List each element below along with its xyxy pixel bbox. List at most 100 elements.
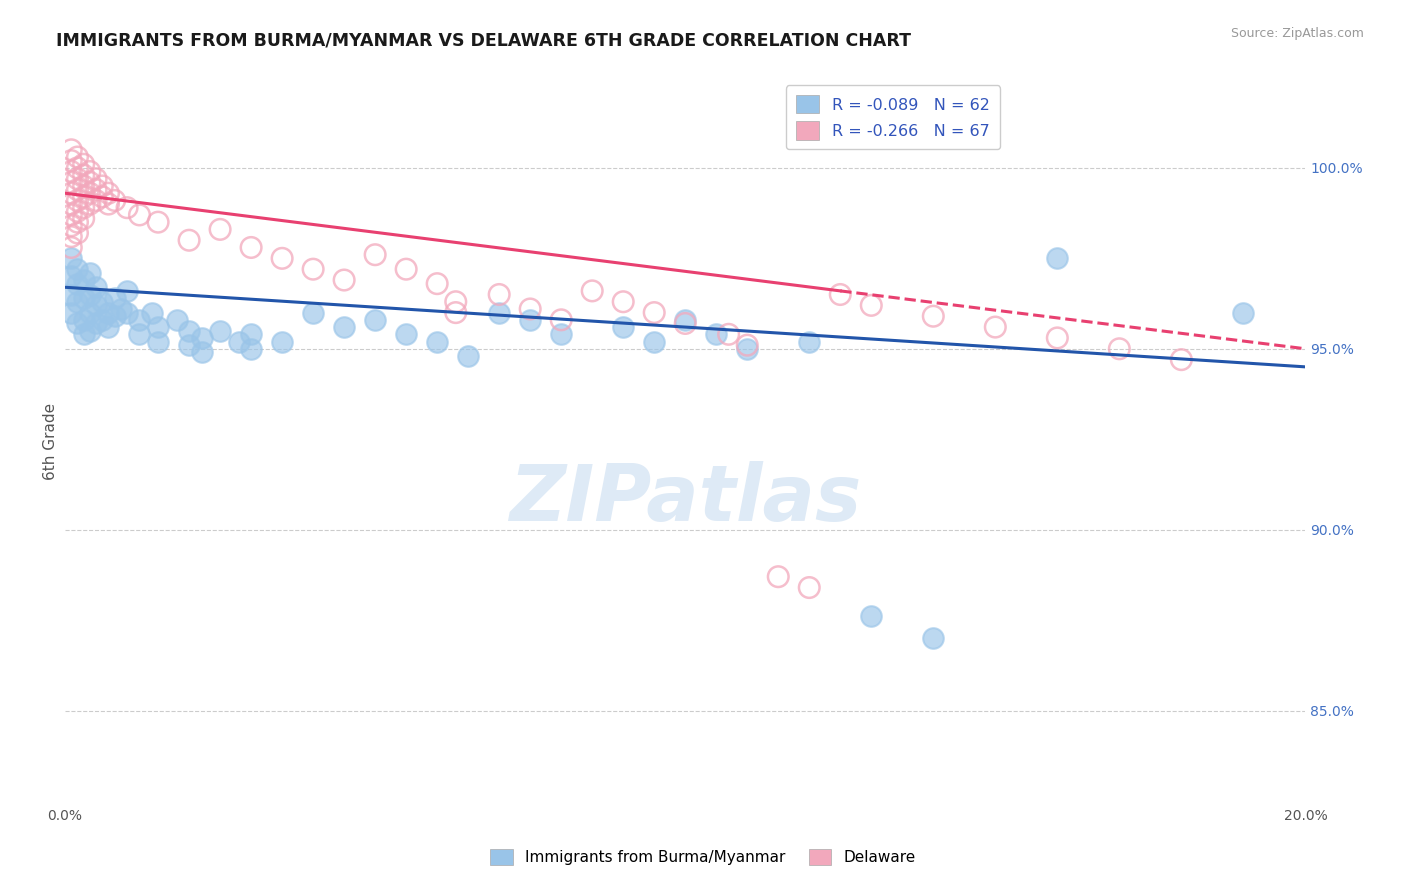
Point: [60, 229, 83, 244]
Point: [91, 190, 114, 204]
Point: [60, 240, 83, 254]
Point: [79, 305, 101, 319]
Text: Source: ZipAtlas.com: Source: ZipAtlas.com: [1230, 27, 1364, 40]
Point: [146, 334, 169, 349]
Point: [104, 194, 127, 208]
Point: [66, 226, 89, 240]
Point: [717, 327, 740, 342]
Point: [488, 305, 510, 319]
Point: [84, 183, 107, 197]
Point: [91, 313, 114, 327]
Point: [60, 143, 83, 157]
Point: [643, 305, 665, 319]
Point: [66, 183, 89, 197]
Point: [104, 310, 127, 324]
Point: [84, 171, 107, 186]
Point: [79, 186, 101, 201]
Point: [768, 570, 790, 584]
Point: [444, 294, 467, 309]
Point: [922, 631, 945, 645]
Point: [115, 284, 138, 298]
Point: [673, 313, 696, 327]
Point: [146, 320, 169, 334]
Point: [128, 208, 150, 222]
Point: [79, 197, 101, 211]
Point: [830, 287, 852, 301]
Point: [860, 609, 883, 624]
Point: [66, 150, 89, 164]
Point: [66, 317, 89, 331]
Point: [426, 334, 449, 349]
Point: [550, 313, 572, 327]
Point: [302, 305, 325, 319]
Point: [209, 222, 232, 236]
Point: [97, 186, 120, 201]
Point: [922, 310, 945, 324]
Point: [333, 273, 356, 287]
Point: [209, 324, 232, 338]
Point: [73, 313, 96, 327]
Legend: R = -0.089   N = 62, R = -0.266   N = 67: R = -0.089 N = 62, R = -0.266 N = 67: [786, 86, 1000, 150]
Point: [395, 327, 418, 342]
Point: [84, 194, 107, 208]
Point: [60, 208, 83, 222]
Point: [73, 291, 96, 305]
Point: [79, 175, 101, 189]
Point: [704, 327, 727, 342]
Point: [73, 178, 96, 193]
Point: [97, 197, 120, 211]
Point: [60, 164, 83, 178]
Point: [799, 334, 821, 349]
Point: [166, 313, 188, 327]
Point: [73, 273, 96, 287]
Point: [84, 298, 107, 312]
Point: [73, 327, 96, 342]
Point: [457, 349, 479, 363]
Point: [612, 320, 634, 334]
Point: [60, 252, 83, 266]
Point: [91, 178, 114, 193]
Point: [60, 305, 83, 319]
Point: [66, 194, 89, 208]
Text: ZIPatlas: ZIPatlas: [509, 461, 862, 537]
Point: [228, 334, 250, 349]
Point: [240, 240, 263, 254]
Point: [519, 313, 541, 327]
Point: [271, 334, 294, 349]
Point: [73, 201, 96, 215]
Point: [97, 320, 120, 334]
Point: [488, 287, 510, 301]
Point: [79, 287, 101, 301]
Point: [177, 338, 200, 352]
Point: [177, 324, 200, 338]
Point: [73, 168, 96, 182]
Point: [240, 327, 263, 342]
Point: [115, 201, 138, 215]
Point: [271, 252, 294, 266]
Point: [79, 324, 101, 338]
Point: [73, 211, 96, 226]
Point: [79, 164, 101, 178]
Point: [643, 334, 665, 349]
Point: [581, 284, 603, 298]
Point: [364, 248, 387, 262]
Point: [60, 219, 83, 233]
Point: [115, 305, 138, 319]
Point: [128, 313, 150, 327]
Point: [1170, 352, 1192, 367]
Point: [141, 305, 163, 319]
Point: [60, 197, 83, 211]
Point: [60, 287, 83, 301]
Point: [66, 262, 89, 277]
Point: [73, 157, 96, 171]
Point: [60, 153, 83, 168]
Point: [240, 342, 263, 356]
Point: [673, 317, 696, 331]
Point: [146, 215, 169, 229]
Point: [79, 266, 101, 280]
Point: [73, 190, 96, 204]
Point: [735, 338, 758, 352]
Point: [60, 175, 83, 189]
Point: [190, 331, 212, 345]
Point: [66, 171, 89, 186]
